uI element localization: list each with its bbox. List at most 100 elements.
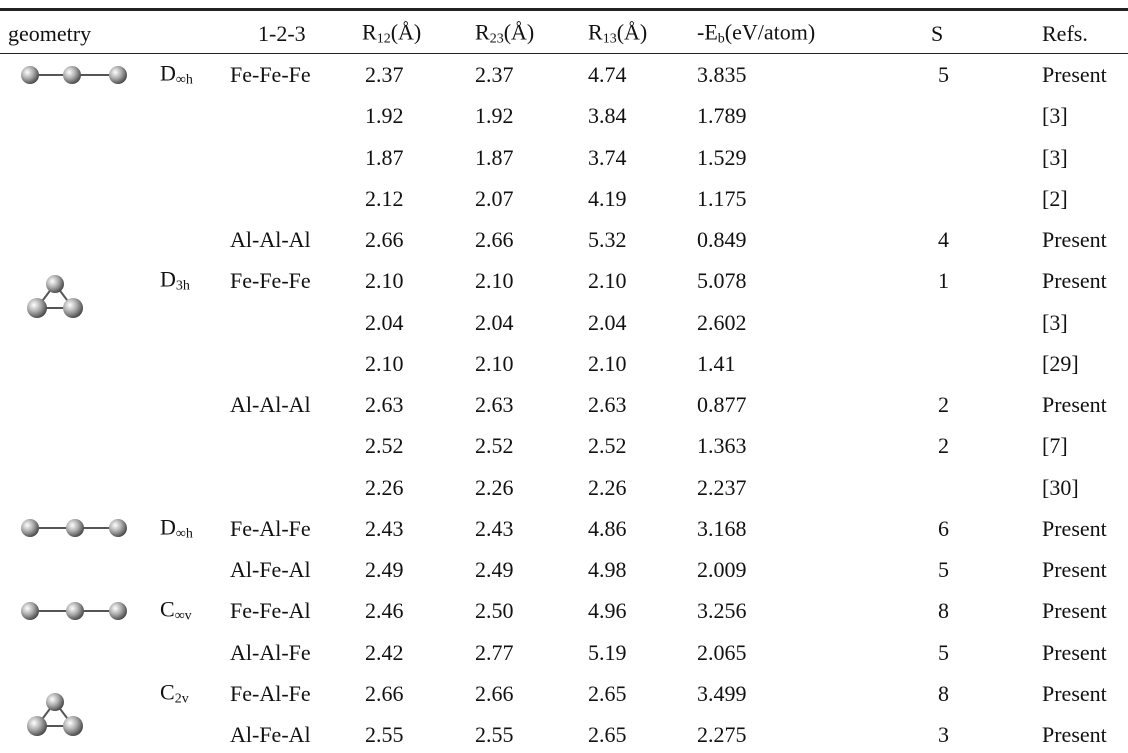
table-cell: 4.74	[588, 64, 627, 86]
table-cell: 4.19	[588, 188, 627, 210]
table-cell: Al-Fe-Al	[230, 559, 311, 581]
table-cell: 2.04	[365, 312, 404, 334]
table-cell: 0.877	[697, 394, 747, 416]
table-cell: 2.55	[365, 724, 404, 746]
symmetry-label-main: C	[160, 679, 175, 704]
symmetry-label-main: D	[160, 514, 176, 539]
table-cell: 4.98	[588, 559, 627, 581]
table-cell: 2.55	[475, 724, 514, 746]
table-cell: [3]	[1042, 147, 1068, 169]
table-cell: Present	[1042, 724, 1107, 746]
table-cell: 5.19	[588, 642, 627, 664]
table-cell: 2.49	[475, 559, 514, 581]
table-cell: 6	[938, 518, 949, 540]
table-cell: 5.078	[697, 270, 747, 292]
table-cell: 3.84	[588, 105, 627, 127]
table-cell: 3.835	[697, 64, 747, 86]
symmetry-label-sub: ∞h	[176, 526, 193, 541]
table-cell: 2.009	[697, 559, 747, 581]
header-cell: 1-2-3	[258, 23, 306, 45]
symmetry-label: D∞h	[160, 516, 193, 541]
table-cell: 1.87	[475, 147, 514, 169]
table-cell: 1.529	[697, 147, 747, 169]
table-cell: 2	[938, 394, 949, 416]
header-cell: -Eb(eV/atom)	[697, 22, 815, 47]
header-cell: Refs.	[1042, 23, 1088, 45]
table-cell: 0.849	[697, 229, 747, 251]
header-cell-sub: 23	[490, 32, 504, 47]
table-cell: 1	[938, 270, 949, 292]
table-cell: 5	[938, 559, 949, 581]
triangle-molecule-icon	[20, 270, 100, 330]
table-cell: 5.32	[588, 229, 627, 251]
table-cell: 2.66	[365, 229, 404, 251]
table-cell: Present	[1042, 394, 1107, 416]
table-cell: Fe-Fe-Fe	[230, 64, 311, 86]
table-cell: 2.04	[588, 312, 627, 334]
table-cell: 2.63	[588, 394, 627, 416]
table-cell: 3.499	[697, 683, 747, 705]
table-cell: 1.789	[697, 105, 747, 127]
table-cell: 2.26	[475, 477, 514, 499]
header-cell: R23(Å)	[475, 22, 534, 47]
table-cell: 1.175	[697, 188, 747, 210]
header-cell-main: R	[475, 20, 490, 45]
table-cell: [29]	[1042, 353, 1079, 375]
symmetry-label: C2v	[160, 681, 189, 706]
table-cell: Fe-Al-Fe	[230, 683, 311, 705]
header-cell: R13(Å)	[588, 22, 647, 47]
table-cell: 2.37	[365, 64, 404, 86]
table-cell: 2.602	[697, 312, 747, 334]
header-cell-rest: (Å)	[617, 20, 648, 45]
header-cell-sub: 13	[603, 32, 617, 47]
table-cell: Present	[1042, 683, 1107, 705]
header-cell-sub: 12	[377, 32, 391, 47]
symmetry-label-main: D	[160, 61, 176, 86]
table-cell: 2.10	[588, 353, 627, 375]
table-cell: 2	[938, 435, 949, 457]
triangle-molecule-icon	[20, 688, 100, 748]
top-rule	[0, 8, 1128, 11]
table-cell: [30]	[1042, 477, 1079, 499]
table-cell: 4	[938, 229, 949, 251]
table-cell: 2.42	[365, 642, 404, 664]
table-cell: 2.63	[365, 394, 404, 416]
table-cell: Present	[1042, 229, 1107, 251]
table-cell: 5	[938, 642, 949, 664]
table-cell: 3.256	[697, 600, 747, 622]
table-cell: Fe-Al-Fe	[230, 518, 311, 540]
table-cell: 2.52	[475, 435, 514, 457]
table-cell: Al-Al-Al	[230, 394, 311, 416]
table-cell: 2.37	[475, 64, 514, 86]
table-cell: 2.65	[588, 683, 627, 705]
symmetry-label: D∞h	[160, 63, 193, 88]
table-cell: [3]	[1042, 105, 1068, 127]
table-cell: 2.26	[365, 477, 404, 499]
header-cell-rest: (Å)	[391, 20, 422, 45]
table-cell: 2.10	[365, 270, 404, 292]
table-cell: 2.63	[475, 394, 514, 416]
header-cell-main: 1-2-3	[258, 21, 306, 46]
symmetry-label-sub: 2v	[175, 691, 189, 706]
table-cell: Present	[1042, 518, 1107, 540]
header-cell-main: Refs.	[1042, 21, 1088, 46]
table-cell: 1.41	[697, 353, 736, 375]
header-cell-main: -E	[697, 20, 718, 45]
table-cell: [7]	[1042, 435, 1068, 457]
table-cell: 2.66	[475, 229, 514, 251]
page: geometry1-2-3R12(Å)R23(Å)R13(Å)-Eb(eV/at…	[0, 0, 1128, 753]
table-cell: 2.50	[475, 600, 514, 622]
table-cell: 2.04	[475, 312, 514, 334]
table-cell: 3.74	[588, 147, 627, 169]
table-cell: 8	[938, 600, 949, 622]
table-cell: 2.26	[588, 477, 627, 499]
table-cell: 1.92	[475, 105, 514, 127]
table-cell: Present	[1042, 270, 1107, 292]
header-cell-rest: (eV/atom)	[725, 20, 815, 45]
table-cell: 1.363	[697, 435, 747, 457]
table-cell: 2.10	[475, 353, 514, 375]
table-cell: 2.12	[365, 188, 404, 210]
table-cell: 4.86	[588, 518, 627, 540]
table-cell: Al-Al-Al	[230, 229, 311, 251]
symmetry-label-main: D	[160, 267, 176, 292]
